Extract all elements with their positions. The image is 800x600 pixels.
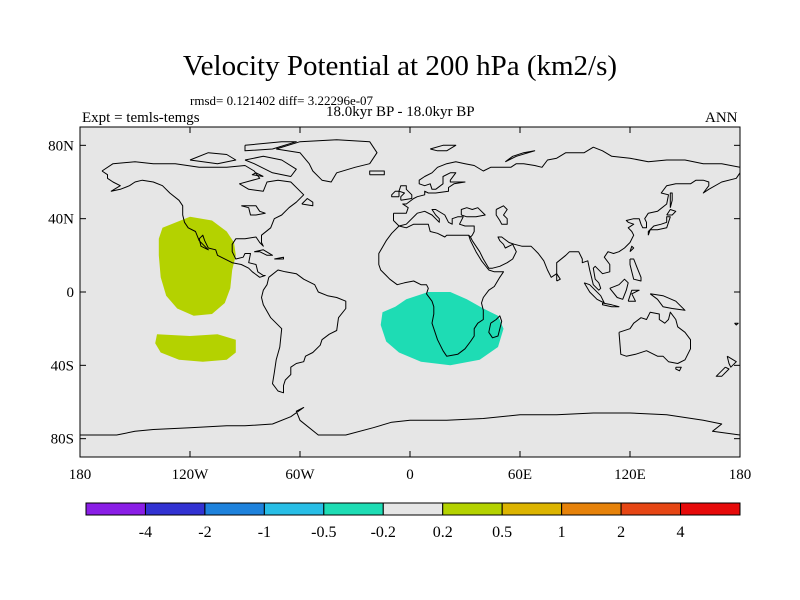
coastline-hudson-bay-islands bbox=[251, 172, 264, 177]
lon-tick-label: 180 bbox=[729, 467, 752, 483]
coastline-borneo bbox=[609, 278, 629, 300]
coastline-baffin-island bbox=[244, 155, 297, 177]
chart-title: Velocity Potential at 200 hPa (km2/s) bbox=[182, 50, 618, 82]
lat-tick-label: 80N bbox=[48, 138, 74, 154]
coastline-north-america bbox=[101, 161, 305, 278]
coastline-eurasia bbox=[393, 146, 740, 291]
lat-tick-label: 80S bbox=[51, 432, 74, 448]
coastline-caspian-sea bbox=[495, 205, 508, 225]
colorbar-swatch bbox=[620, 502, 682, 516]
lon-tick-label: 120E bbox=[614, 467, 646, 483]
coastline-java bbox=[602, 302, 620, 308]
experiment-label: Expt = temls-temgs bbox=[82, 110, 200, 126]
coastline-arabia-link bbox=[468, 234, 471, 238]
stats-line: rmsd= 0.121402 diff= 3.22296e-07 bbox=[190, 93, 374, 108]
colorbar-label: -0.5 bbox=[311, 524, 336, 541]
colorbar-label: 0.5 bbox=[492, 524, 512, 541]
north-pacific-positive-anomaly bbox=[158, 216, 236, 316]
coastline-south-america bbox=[261, 269, 347, 394]
colorbar-label: -4 bbox=[139, 524, 152, 541]
colorbar-swatch bbox=[263, 502, 325, 516]
colorbar-swatch bbox=[382, 502, 444, 516]
coastline-australia bbox=[618, 311, 691, 364]
coastline-svalbard bbox=[430, 144, 457, 152]
coastline-great-britain bbox=[398, 185, 413, 201]
anomaly-regions bbox=[155, 216, 504, 366]
colorbar-label: -0.2 bbox=[371, 524, 396, 541]
colorbar-swatch bbox=[144, 502, 206, 516]
lon-tick-label: 60E bbox=[508, 467, 532, 483]
colorbar-swatch bbox=[442, 502, 503, 516]
coastline-novaya-zemlya bbox=[505, 150, 536, 163]
coastline-fiji-area-island bbox=[734, 322, 739, 326]
axis-ticks: 180 120W 60W 0 60E 120E 180 80N 40N 0 40S 80S bbox=[48, 127, 751, 483]
colorbar-swatch bbox=[561, 502, 622, 516]
coastline-ireland bbox=[391, 190, 400, 198]
colorbar-label: 4 bbox=[677, 524, 685, 541]
coastline-taiwan bbox=[629, 245, 635, 253]
coastline-hokkaido bbox=[666, 209, 677, 216]
coastline-ellesmere bbox=[244, 141, 297, 152]
coastline-greenland bbox=[276, 139, 378, 183]
coastline-new-zealand-north bbox=[726, 355, 737, 368]
colorbar-label: 2 bbox=[617, 524, 625, 541]
coastline-sakhalin bbox=[669, 192, 673, 208]
colorbar-label: 1 bbox=[558, 524, 566, 541]
coastline-new-guinea bbox=[649, 293, 686, 311]
colorbar: -4 -2 -1 -0.5 -0.2 0.2 0.5 1 2 4 bbox=[85, 502, 741, 541]
coastline-japan bbox=[647, 216, 671, 236]
coastline-hispaniola bbox=[274, 256, 284, 260]
coastline-iceland bbox=[369, 170, 385, 176]
colorbar-swatch bbox=[85, 502, 146, 516]
coastline-newfoundland bbox=[301, 198, 314, 207]
lon-tick-label: 60W bbox=[285, 467, 315, 483]
south-atlantic-africa-negative-anomaly bbox=[380, 292, 504, 366]
coastlines bbox=[80, 139, 740, 436]
coastline-sri-lanka bbox=[556, 273, 561, 282]
coastline-cuba bbox=[254, 249, 273, 256]
colorbar-swatch bbox=[204, 502, 265, 516]
period-label: 18.0kyr BP - 18.0kyr BP bbox=[326, 104, 475, 120]
season-label: ANN bbox=[705, 110, 738, 126]
south-pacific-positive-anomaly bbox=[155, 334, 236, 362]
colorbar-label: 0.2 bbox=[433, 524, 453, 541]
coastline-black-sea bbox=[460, 207, 486, 218]
coastline-new-zealand-south bbox=[715, 366, 730, 377]
lon-tick-label: 180 bbox=[69, 467, 92, 483]
lat-tick-label: 0 bbox=[67, 285, 75, 301]
colorbar-swatch bbox=[323, 502, 384, 516]
coastline-tasmania bbox=[675, 366, 682, 372]
coastline-africa bbox=[378, 223, 504, 357]
lon-tick-label: 0 bbox=[406, 467, 414, 483]
colorbar-label: -1 bbox=[258, 524, 271, 541]
lon-tick-label: 120W bbox=[172, 467, 210, 483]
lat-tick-label: 40N bbox=[48, 212, 74, 228]
colorbar-swatch bbox=[501, 502, 563, 516]
coastline-canadian-arctic-islands bbox=[189, 152, 237, 165]
lat-tick-label: 40S bbox=[51, 358, 74, 374]
colorbar-label: -2 bbox=[198, 524, 211, 541]
coastline-antarctica bbox=[80, 407, 740, 436]
colorbar-swatch bbox=[680, 502, 741, 516]
coastline-madagascar bbox=[488, 315, 503, 339]
coastline-philippines bbox=[629, 258, 642, 282]
coastline-great-lakes bbox=[241, 205, 266, 216]
coastline-sulawesi bbox=[627, 289, 640, 302]
